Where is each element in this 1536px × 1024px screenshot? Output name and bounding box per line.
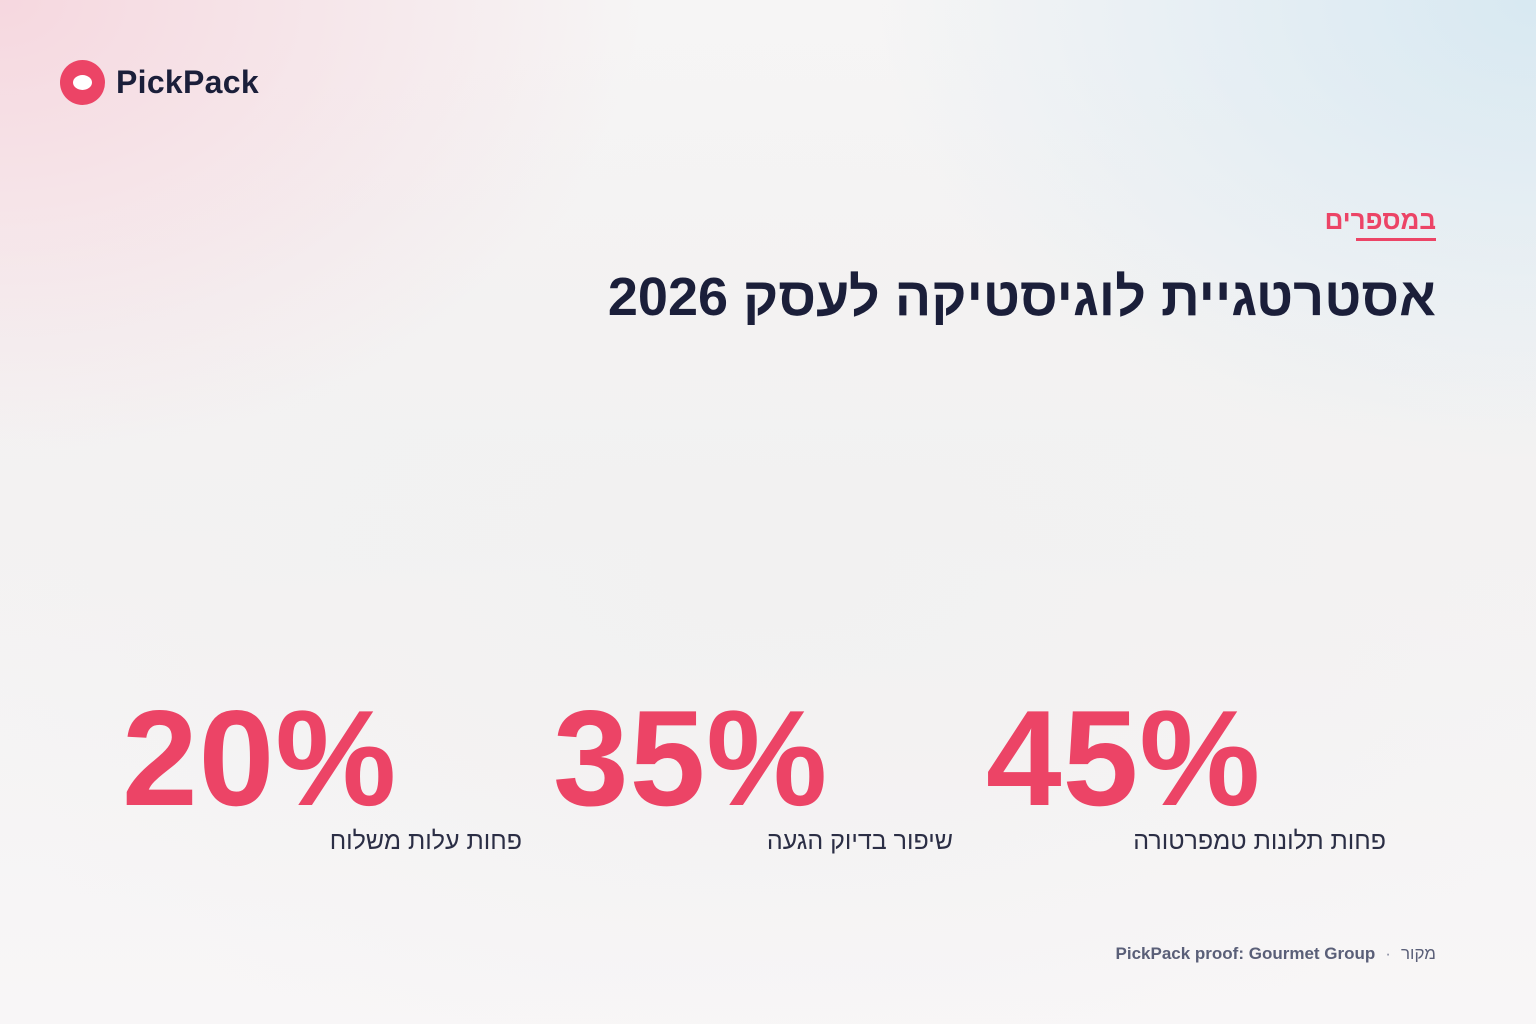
section-eyebrow: במספרים bbox=[1325, 205, 1436, 235]
stat-label: פחות עלות משלוח bbox=[330, 824, 522, 858]
stat-label: פחות תלונות טמפרטורה bbox=[1133, 824, 1386, 858]
source-separator: · bbox=[1385, 944, 1391, 964]
stat-label: שיפור בדיוק הגעה bbox=[767, 824, 953, 858]
stat-item: 45% פחות תלונות טמפרטורה bbox=[986, 690, 1386, 826]
stat-item: 20% פחות עלות משלוח bbox=[122, 690, 522, 826]
source-note: מקור · PickPack proof: Gourmet Group bbox=[1116, 944, 1436, 964]
page-title: אסטרטגיית לוגיסטיקה לעסק 2026 bbox=[608, 262, 1436, 332]
source-value: PickPack proof: Gourmet Group bbox=[1116, 944, 1376, 964]
stat-value: 45% bbox=[986, 690, 1386, 826]
eyebrow-underline bbox=[1356, 238, 1436, 241]
brand-name: PickPack bbox=[116, 64, 259, 101]
stat-value: 20% bbox=[122, 690, 522, 826]
stat-value: 35% bbox=[553, 690, 953, 826]
pickpack-logo-icon bbox=[60, 60, 105, 105]
source-label: מקור bbox=[1401, 944, 1436, 964]
stat-item: 35% שיפור בדיוק הגעה bbox=[553, 690, 953, 826]
brand-logo[interactable]: PickPack bbox=[60, 60, 259, 105]
